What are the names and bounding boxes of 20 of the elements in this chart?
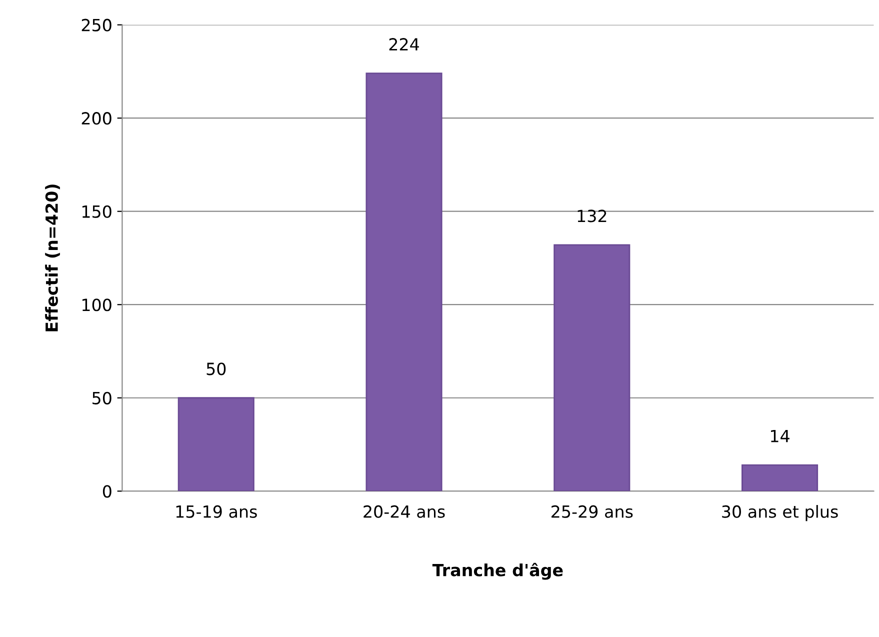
data-label: 14 [771,430,790,442]
x-tick-label: 15-19 ans [176,505,257,518]
bar [554,244,630,492]
x-tick-label: 20-24 ans [364,505,445,518]
bar [742,464,818,492]
y-axis-title: Effectif (n=420) [45,184,60,332]
data-label: 132 [578,210,606,222]
y-tick-label: 200 [82,112,112,125]
y-tick-label: 250 [82,18,112,32]
data-label: 224 [389,38,419,50]
bar [366,72,442,492]
y-tick-label: 150 [82,205,112,218]
x-axis-title: Tranche d'âge [432,562,563,580]
x-tick-label: 30 ans et plus [722,505,838,522]
y-tick-label: 50 [92,392,112,404]
y-tick-label: 0 [102,485,112,498]
data-label: 50 [206,362,226,376]
y-tick-label: 100 [82,298,112,312]
x-tick-label: 25-29 ans [552,505,633,518]
bar [178,397,254,492]
